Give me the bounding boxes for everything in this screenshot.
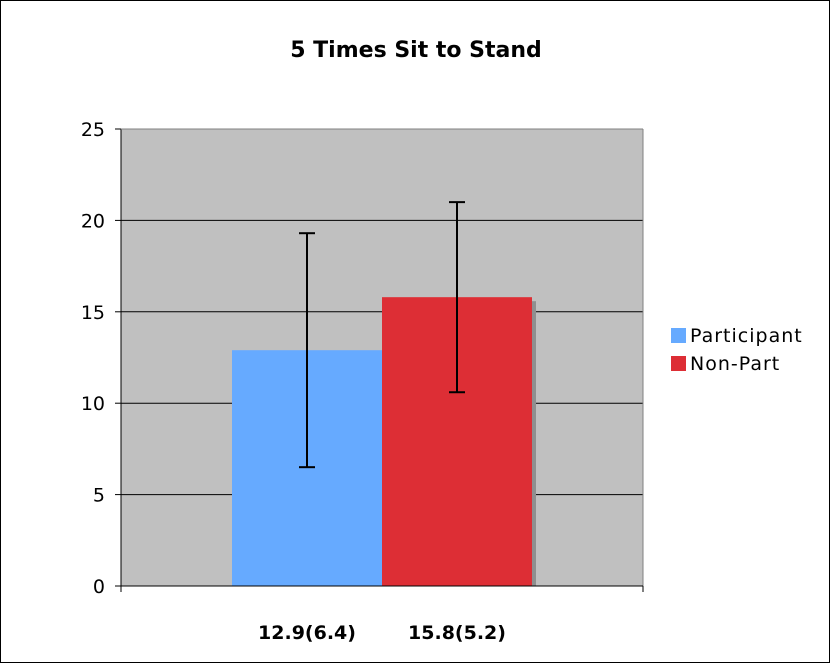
x-axis: 12.9(6.4) 15.8(5.2) bbox=[115, 585, 644, 644]
y-tick-label: 25 bbox=[81, 119, 105, 141]
error-bars bbox=[299, 201, 465, 469]
legend: Participant Non-Part bbox=[671, 325, 803, 375]
y-tick-label: 5 bbox=[93, 485, 105, 507]
y-tick-label: 20 bbox=[81, 210, 105, 232]
chart-title: 5 Times Sit to Stand bbox=[290, 38, 542, 63]
y-tick-label: 15 bbox=[81, 302, 105, 324]
legend-swatch bbox=[671, 356, 686, 371]
x-category-label: 15.8(5.2) bbox=[408, 622, 506, 644]
y-tick-label: 10 bbox=[81, 393, 105, 415]
y-axis: 0 5 10 15 20 25 bbox=[81, 119, 644, 598]
bars bbox=[232, 297, 536, 586]
y-tick-label: 0 bbox=[93, 576, 105, 598]
legend-swatch bbox=[671, 328, 686, 343]
x-category-label: 12.9(6.4) bbox=[258, 622, 356, 644]
legend-label: Non-Part bbox=[690, 353, 780, 375]
legend-label: Participant bbox=[690, 325, 803, 347]
